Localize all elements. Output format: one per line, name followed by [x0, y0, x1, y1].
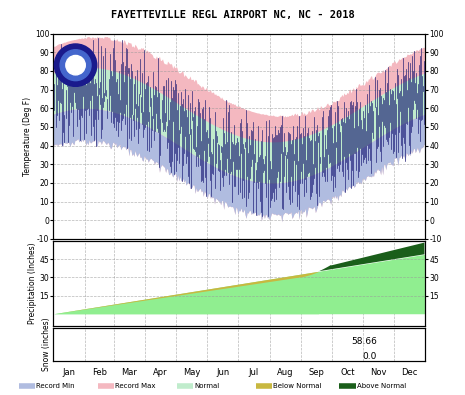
Text: Sep: Sep	[308, 368, 325, 377]
Y-axis label: Temperature (Deg F): Temperature (Deg F)	[23, 97, 32, 176]
Text: 0.0: 0.0	[363, 352, 377, 361]
Text: Above Normal: Above Normal	[357, 383, 406, 389]
Text: Below Normal: Below Normal	[273, 383, 322, 389]
Circle shape	[60, 50, 91, 81]
Y-axis label: Precipitation (Inches): Precipitation (Inches)	[28, 243, 37, 324]
Text: Nov: Nov	[370, 368, 387, 377]
Text: Record Min: Record Min	[36, 383, 75, 389]
Text: Oct: Oct	[340, 368, 355, 377]
Text: NOAA: NOAA	[68, 63, 83, 68]
Circle shape	[66, 55, 85, 75]
Text: May: May	[183, 368, 200, 377]
Text: FAYETTEVILLE REGL AIRPORT NC, NC - 2018: FAYETTEVILLE REGL AIRPORT NC, NC - 2018	[111, 10, 354, 20]
Text: Apr: Apr	[153, 368, 168, 377]
Text: Feb: Feb	[92, 368, 107, 377]
Text: Aug: Aug	[277, 368, 293, 377]
Text: Mar: Mar	[121, 368, 137, 377]
Text: Jul: Jul	[249, 368, 259, 377]
Text: Jun: Jun	[216, 368, 229, 377]
Text: Normal: Normal	[194, 383, 219, 389]
Circle shape	[54, 44, 97, 87]
Text: 58.66: 58.66	[351, 337, 377, 346]
Text: Jan: Jan	[63, 368, 76, 377]
Text: Record Max: Record Max	[115, 383, 156, 389]
Text: Dec: Dec	[401, 368, 418, 377]
Y-axis label: Snow (inches): Snow (inches)	[42, 318, 51, 371]
